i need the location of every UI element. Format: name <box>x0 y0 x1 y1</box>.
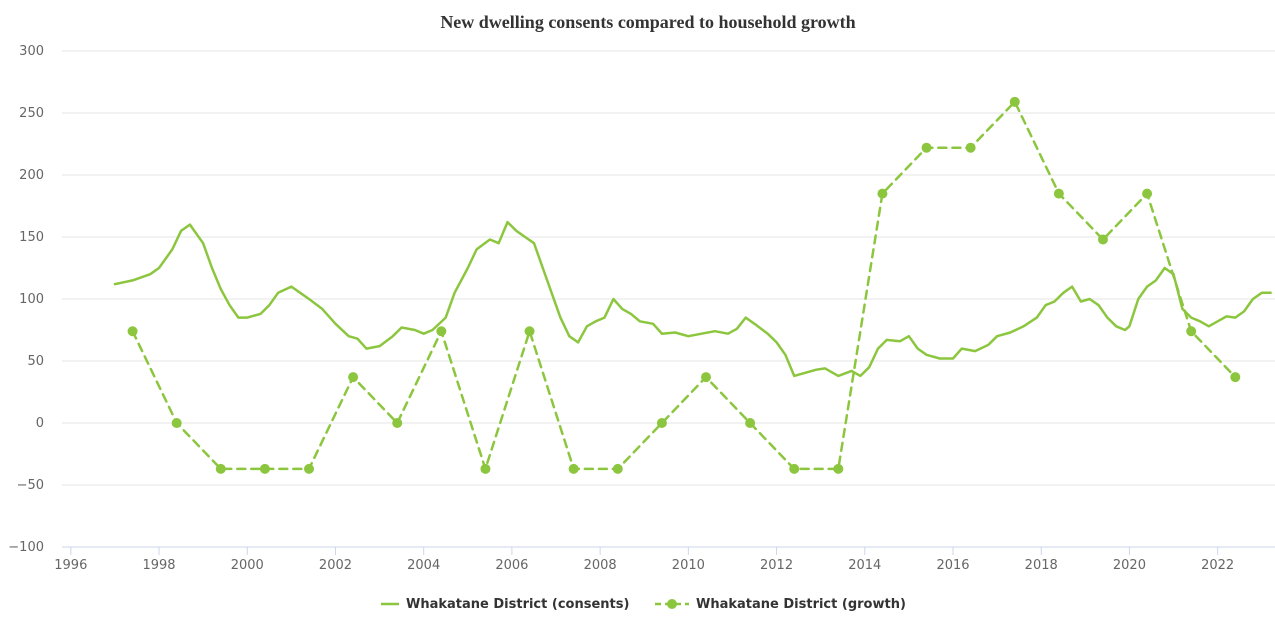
growth-data-point[interactable] <box>1053 188 1064 199</box>
y-tick-label: 150 <box>19 230 44 245</box>
growth-data-point[interactable] <box>1186 326 1197 337</box>
growth-data-point[interactable] <box>304 463 315 474</box>
y-tick-label: −100 <box>8 540 44 555</box>
legend-item-growth[interactable]: Whakatane District (growth) <box>655 597 906 612</box>
growth-data-point[interactable] <box>612 463 623 474</box>
x-tick-label: 2004 <box>407 558 440 573</box>
growth-data-point[interactable] <box>700 372 711 383</box>
legend[interactable]: Whakatane District (consents) Whakatane D… <box>381 597 906 612</box>
x-tick-label: 2012 <box>760 558 793 573</box>
growth-data-point[interactable] <box>877 188 888 199</box>
growth-data-point[interactable] <box>436 326 447 337</box>
growth-data-point[interactable] <box>171 418 182 428</box>
growth-data-point[interactable] <box>1230 372 1241 383</box>
legend-label-consents: Whakatane District (consents) <box>406 597 629 612</box>
x-tick-label: 2020 <box>1113 558 1146 573</box>
growth-data-point[interactable] <box>921 142 932 153</box>
y-axis: 300 250 200 150 100 50 0 −50 −100 <box>8 44 44 555</box>
x-tick-label: 2018 <box>1025 558 1058 573</box>
growth-data-point[interactable] <box>348 372 359 383</box>
x-tick-label: 2008 <box>584 558 617 573</box>
chart-title: New dwelling consents compared to househ… <box>440 12 855 32</box>
growth-series-line[interactable] <box>131 100 1237 471</box>
y-tick-label: 0 <box>36 416 44 431</box>
growth-data-point[interactable] <box>1142 188 1153 199</box>
growth-data-point[interactable] <box>656 418 667 428</box>
x-tick-label: 2022 <box>1201 558 1234 573</box>
growth-data-point[interactable] <box>568 463 579 474</box>
growth-data-point[interactable] <box>745 418 756 428</box>
legend-label-growth: Whakatane District (growth) <box>696 597 906 612</box>
growth-data-point[interactable] <box>965 142 976 153</box>
legend-marker <box>667 599 677 609</box>
plot-area <box>113 96 1272 474</box>
x-tick-label: 2016 <box>936 558 969 573</box>
growth-data-point[interactable] <box>392 418 403 428</box>
y-tick-label: 250 <box>19 106 44 121</box>
growth-data-point[interactable] <box>480 463 491 474</box>
growth-data-point[interactable] <box>789 463 800 474</box>
grid-lines <box>62 50 1275 548</box>
x-tick-label: 2014 <box>848 558 881 573</box>
y-tick-label: 100 <box>19 292 44 307</box>
consents-series-line[interactable] <box>113 220 1272 378</box>
x-tick-label: 1998 <box>142 558 175 573</box>
x-tick-label: 2010 <box>672 558 705 573</box>
growth-data-point[interactable] <box>833 463 844 474</box>
x-axis: 1996 1998 2000 2002 2004 2006 2008 2010 2012 2014… <box>54 546 1275 573</box>
growth-data-point[interactable] <box>259 463 270 474</box>
x-tick-label: 2000 <box>231 558 264 573</box>
growth-data-point[interactable] <box>127 326 138 337</box>
x-tick-label: 2006 <box>495 558 528 573</box>
x-tick-label: 2002 <box>319 558 352 573</box>
growth-data-point[interactable] <box>524 326 535 337</box>
growth-data-point[interactable] <box>215 463 226 474</box>
y-tick-label: 300 <box>19 44 44 59</box>
y-tick-label: 50 <box>27 354 44 369</box>
y-tick-label: −50 <box>17 478 44 493</box>
growth-data-point[interactable] <box>1097 234 1108 245</box>
growth-data-point[interactable] <box>1009 96 1020 107</box>
x-tick-label: 1996 <box>54 558 87 573</box>
y-tick-label: 200 <box>19 168 44 183</box>
legend-item-consents[interactable]: Whakatane District (consents) <box>381 597 629 612</box>
